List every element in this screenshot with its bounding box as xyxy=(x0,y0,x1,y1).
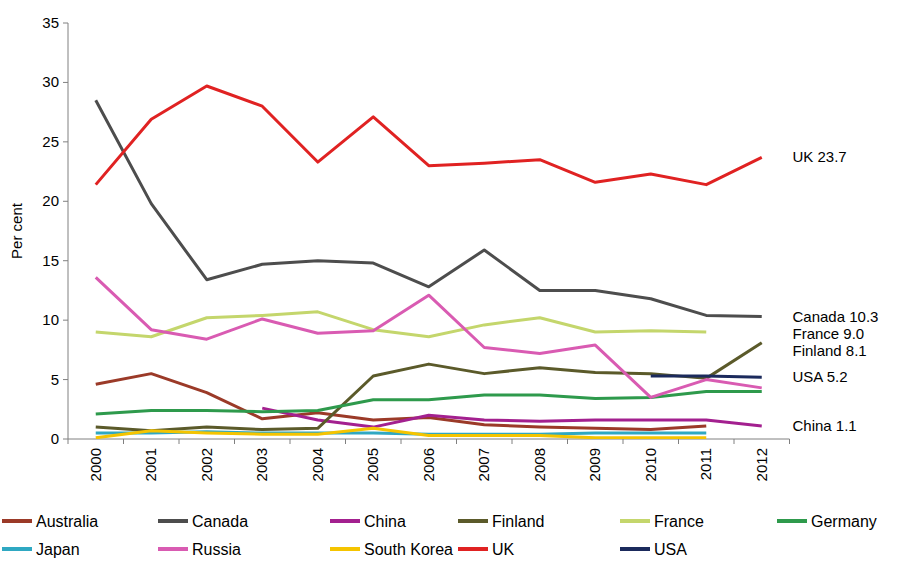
legend-swatch xyxy=(458,519,488,523)
x-tick xyxy=(123,439,124,444)
legend-label: USA xyxy=(654,541,687,558)
y-axis xyxy=(68,23,69,439)
x-tick-label: 2007 xyxy=(475,448,492,481)
series-line xyxy=(96,312,707,337)
x-tick-label: 2000 xyxy=(87,448,104,481)
y-tick-label: 30 xyxy=(42,73,59,90)
x-tick-label: 2008 xyxy=(531,448,548,481)
y-tick-label: 20 xyxy=(42,192,59,209)
annotation: Finland 8.1 xyxy=(793,342,867,359)
x-tick-label: 2009 xyxy=(586,448,603,481)
y-tick-label: 10 xyxy=(42,311,59,328)
y-axis-label: Per cent xyxy=(8,202,25,259)
x-tick xyxy=(401,439,402,444)
x-tick xyxy=(623,439,624,444)
series-line xyxy=(96,100,762,316)
x-tick xyxy=(734,439,735,444)
series-line xyxy=(96,343,762,431)
x-tick-label: 2001 xyxy=(142,448,159,481)
y-tick-label: 0 xyxy=(51,430,59,447)
y-tick-label: 5 xyxy=(51,371,59,388)
y-tick xyxy=(63,379,68,380)
x-tick-label: 2005 xyxy=(364,448,381,481)
annotation: Canada 10.3 xyxy=(793,308,879,325)
legend-label: South Korea xyxy=(364,541,453,558)
legend-swatch xyxy=(158,547,188,551)
x-tick xyxy=(789,439,790,444)
x-tick xyxy=(678,439,679,444)
legend-swatch xyxy=(777,519,807,523)
x-tick xyxy=(68,439,69,444)
legend-swatch xyxy=(620,519,650,523)
chart: 0 5 10 15 20 25 30 35 Per cent 2000 2001 2002 2003 20… xyxy=(0,0,916,581)
x-tick xyxy=(345,439,346,444)
x-tick xyxy=(567,439,568,444)
x-tick xyxy=(234,439,235,444)
y-tick xyxy=(63,23,68,24)
legend-label: UK xyxy=(492,541,515,558)
y-tick xyxy=(63,141,68,142)
x-tick-label: 2012 xyxy=(753,448,770,481)
y-tick xyxy=(63,82,68,83)
legend-label: Japan xyxy=(36,541,80,558)
x-tick xyxy=(290,439,291,444)
legend-label: Germany xyxy=(811,513,877,530)
legend-swatch xyxy=(2,547,32,551)
x-tick xyxy=(512,439,513,444)
y-tick-label: 15 xyxy=(42,252,59,269)
annotation: UK 23.7 xyxy=(793,148,847,165)
legend-swatch xyxy=(458,547,488,551)
annotation: France 9.0 xyxy=(793,325,865,342)
annotation: China 1.1 xyxy=(793,417,857,434)
legend-label: China xyxy=(364,513,406,530)
legend-label: Russia xyxy=(192,541,241,558)
x-tick-label: 2010 xyxy=(642,448,659,481)
x-tick-label: 2004 xyxy=(309,448,326,481)
legend-swatch xyxy=(330,547,360,551)
series-line xyxy=(96,277,762,397)
legend-swatch xyxy=(330,519,360,523)
legend-label: Australia xyxy=(36,513,98,530)
series-line xyxy=(651,376,762,377)
annotation: USA 5.2 xyxy=(793,368,848,385)
x-tick xyxy=(179,439,180,444)
legend-label: Canada xyxy=(192,513,248,530)
x-tick-label: 2011 xyxy=(697,448,714,480)
x-tick-label: 2006 xyxy=(420,448,437,481)
x-tick-label: 2003 xyxy=(253,448,270,481)
legend-label: Finland xyxy=(492,513,544,530)
y-tick xyxy=(63,320,68,321)
y-tick-label: 25 xyxy=(42,133,59,150)
series-line xyxy=(96,428,707,438)
y-tick xyxy=(63,201,68,202)
series-group xyxy=(96,86,762,438)
x-tick-label: 2002 xyxy=(198,448,215,481)
series-line xyxy=(96,86,762,185)
legend-swatch xyxy=(158,519,188,523)
y-tick xyxy=(63,260,68,261)
x-tick xyxy=(456,439,457,444)
y-tick-label: 35 xyxy=(42,14,59,31)
legend-swatch xyxy=(2,519,32,523)
y-tick xyxy=(63,439,68,440)
legend-label: France xyxy=(654,513,704,530)
legend-swatch xyxy=(620,547,650,551)
